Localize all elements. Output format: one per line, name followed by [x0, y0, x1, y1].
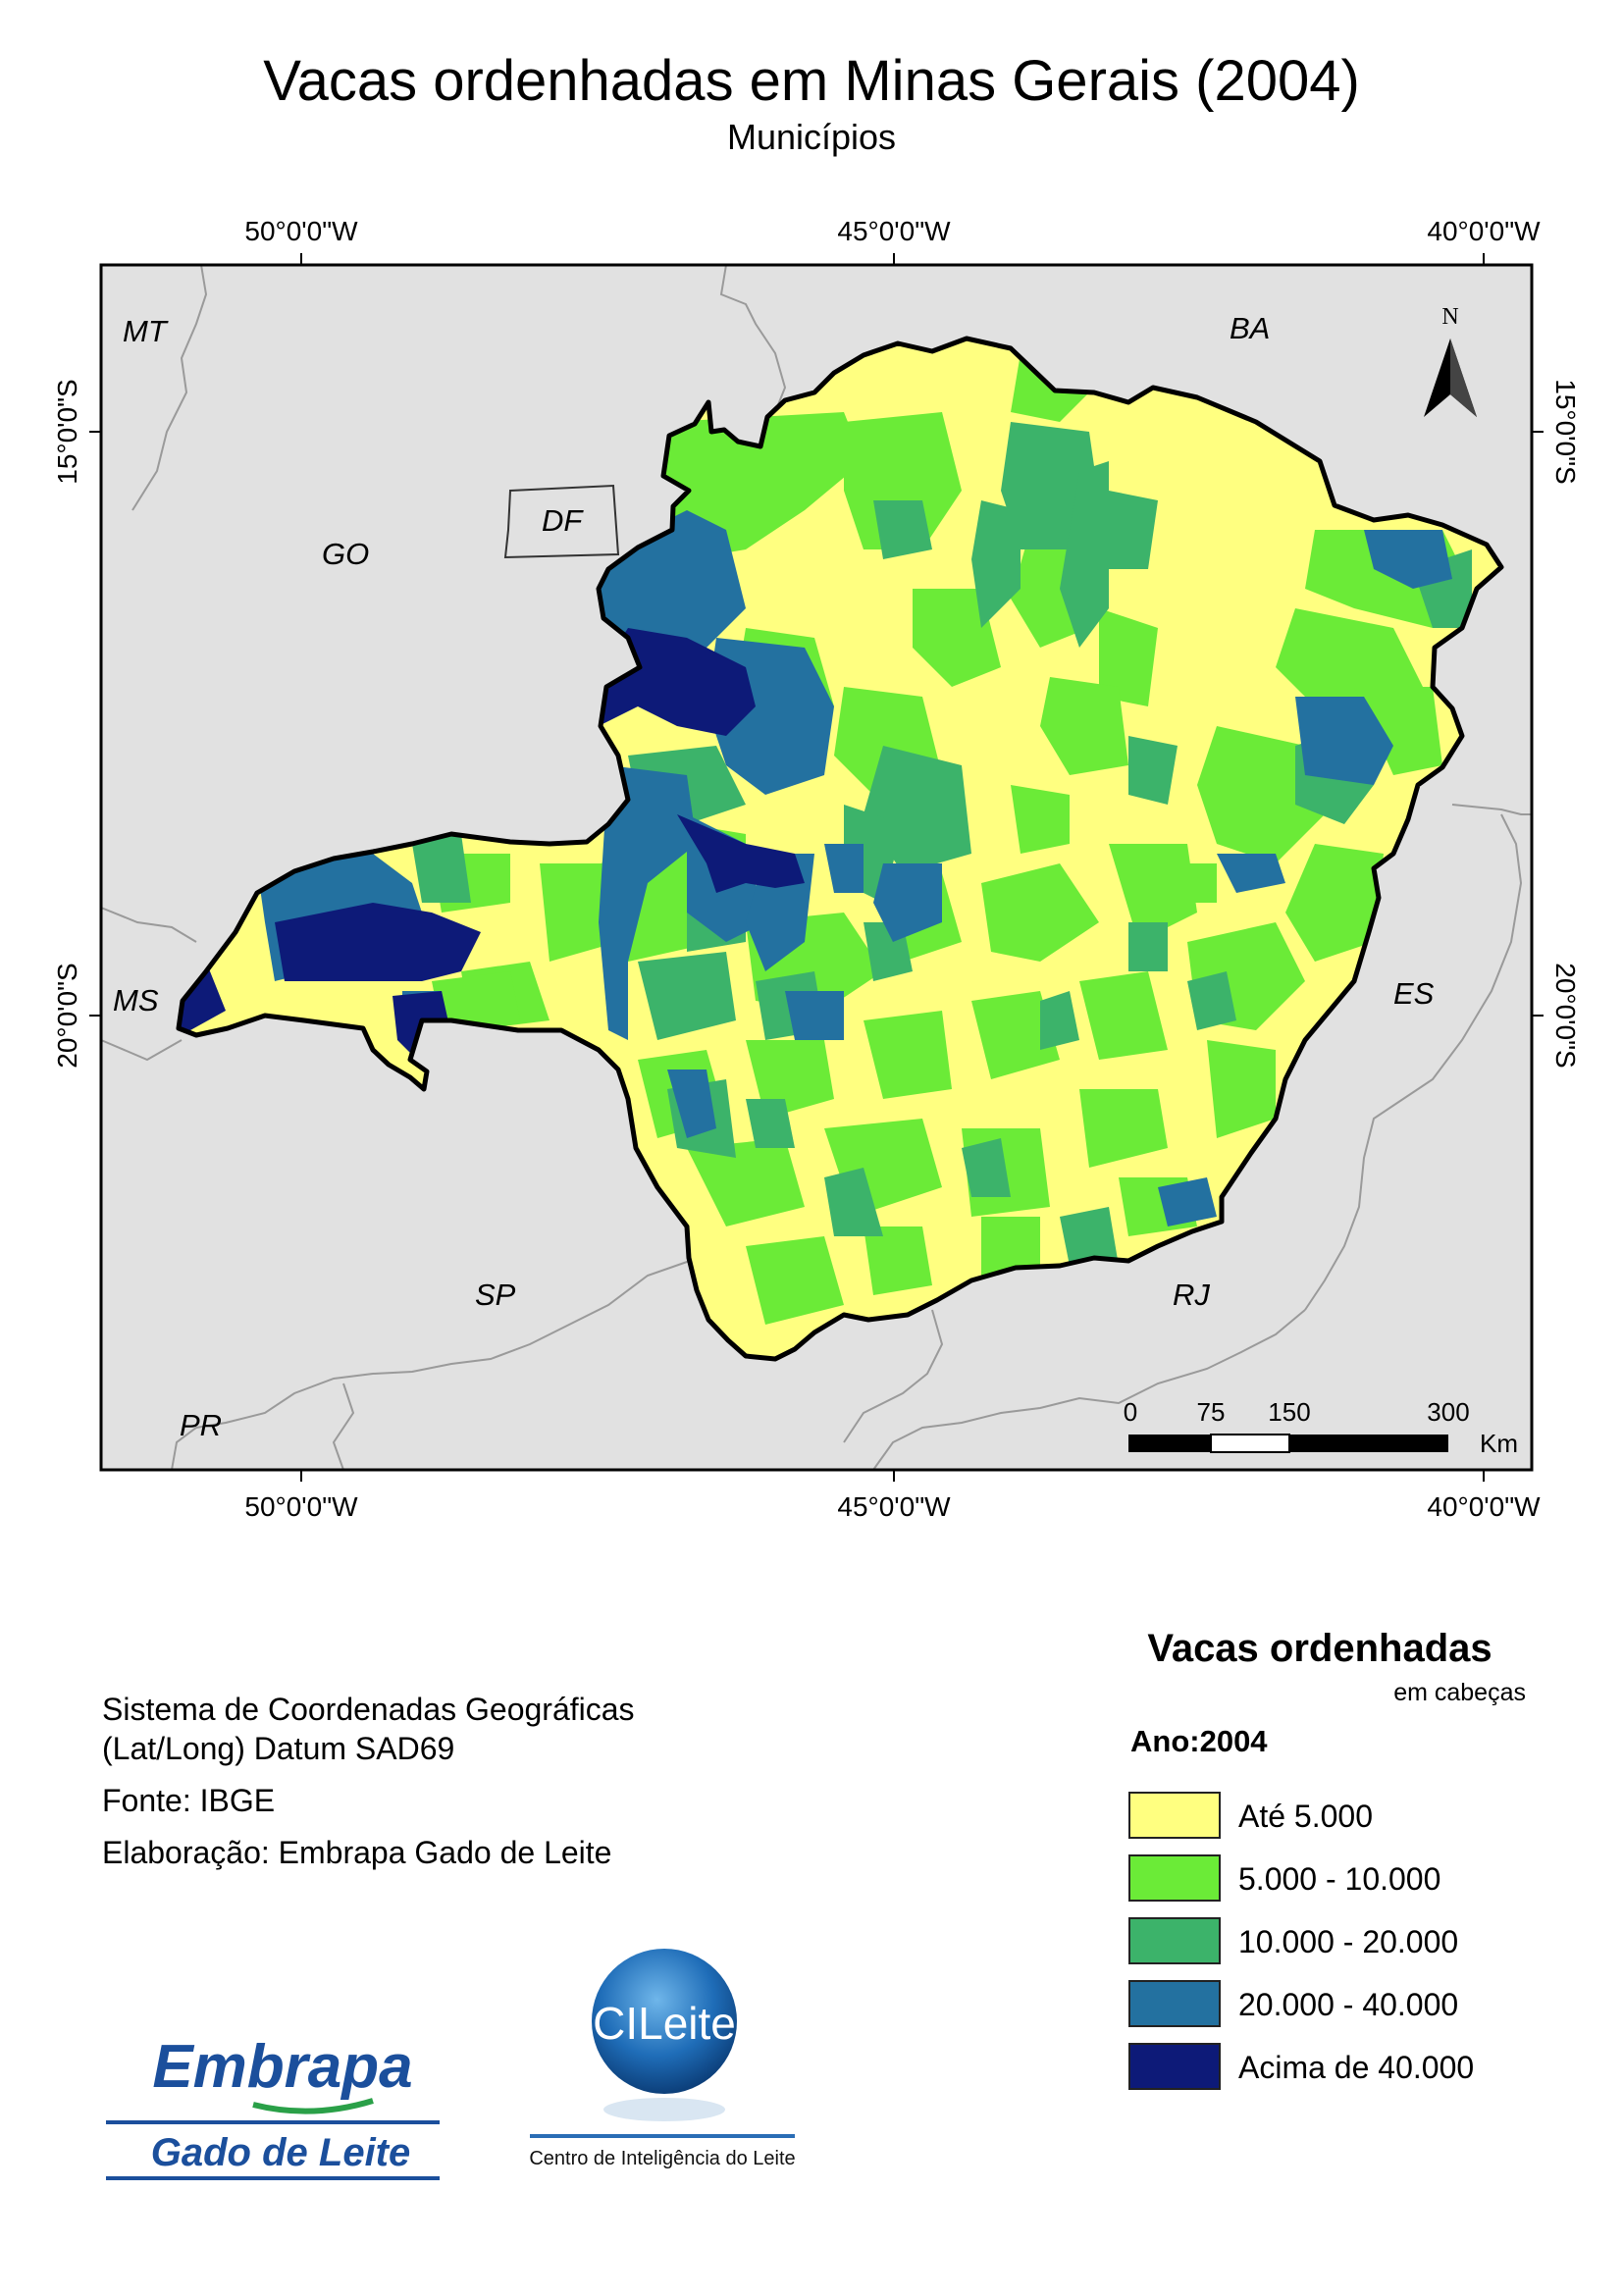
state-label-es: ES	[1393, 976, 1435, 1011]
state-label-rj: RJ	[1173, 1278, 1210, 1312]
legend-item: Acima de 40.000	[1128, 2043, 1541, 2094]
lat-label-left-15: 15°0'0"S	[52, 379, 82, 484]
cileite-logo: CILeite Centro de Inteligência do Leite	[530, 1949, 796, 2169]
legend-title: Vacas ordenhadas	[1147, 1627, 1492, 1670]
lon-label-top-45: 45°0'0"W	[837, 216, 951, 246]
legend-swatch	[1128, 2043, 1221, 2090]
legend-swatch	[1128, 1854, 1221, 1902]
credit-author: Elaboração: Embrapa Gado de Leite	[102, 1835, 612, 1870]
credit-coordinates-line2: (Lat/Long) Datum SAD69	[102, 1731, 455, 1766]
legend-swatch	[1128, 1792, 1221, 1839]
lon-label-bottom-45: 45°0'0"W	[837, 1491, 951, 1522]
legend-item: Até 5.000	[1128, 1792, 1541, 1843]
state-label-df: DF	[542, 503, 584, 538]
state-label-go: GO	[322, 537, 369, 571]
embrapa-logo-subtext: Gado de Leite	[151, 2131, 411, 2174]
scale-tick-150: 150	[1268, 1397, 1310, 1427]
legend-swatch	[1128, 1980, 1221, 2027]
lat-label-right-15: 15°0'0"S	[1550, 379, 1581, 484]
state-label-pr: PR	[180, 1408, 222, 1442]
credit-coordinates-line1: Sistema de Coordenadas Geográficas	[102, 1692, 635, 1727]
lon-label-top-50: 50°0'0"W	[244, 216, 358, 246]
embrapa-logo: Embrapa Gado de Leite	[106, 2016, 459, 2183]
legend-item: 20.000 - 40.000	[1128, 1980, 1541, 2031]
map-frame: 50°0'0"W 45°0'0"W 40°0'0"W 50°0'0"W 45°0…	[52, 216, 1581, 1522]
cileite-logo-text: CILeite	[593, 1998, 736, 2049]
legend-label: 10.000 - 20.000	[1238, 1924, 1459, 1959]
legend-label: Até 5.000	[1238, 1799, 1373, 1834]
legend-unit: em cabeças	[1393, 1679, 1526, 1706]
legend-swatch	[1128, 1917, 1221, 1964]
neighbor-state-borders	[100, 264, 1532, 1471]
scale-bar: 0 75 150 300 Km	[1124, 1397, 1518, 1458]
scale-tick-300: 300	[1427, 1397, 1469, 1427]
graticule-ticks	[89, 253, 1544, 1482]
lon-label-bottom-50: 50°0'0"W	[244, 1491, 358, 1522]
cileite-caption: Centro de Inteligência do Leite	[530, 2148, 796, 2169]
legend-year: Ano:2004	[1130, 1724, 1268, 1758]
map-border	[99, 263, 1534, 1472]
scale-tick-0: 0	[1124, 1397, 1137, 1427]
minas-gerais-outline	[176, 336, 1504, 1362]
north-arrow-label: N	[1441, 304, 1458, 330]
map-subtitle: Municípios	[726, 117, 897, 157]
scale-unit: Km	[1480, 1429, 1518, 1458]
legend-label: 20.000 - 40.000	[1238, 1987, 1459, 2022]
legend-label: Acima de 40.000	[1238, 2050, 1475, 2085]
legend-item: 10.000 - 20.000	[1128, 1917, 1541, 1968]
north-arrow: N	[1424, 304, 1477, 417]
state-label-ba: BA	[1230, 311, 1270, 345]
scale-tick-75: 75	[1197, 1397, 1226, 1427]
map-title: Vacas ordenhadas em Minas Gerais (2004)	[263, 49, 1360, 113]
state-label-sp: SP	[475, 1278, 516, 1312]
credit-source: Fonte: IBGE	[102, 1783, 276, 1818]
state-label-ms: MS	[113, 983, 159, 1018]
lat-label-right-20: 20°0'0"S	[1550, 963, 1581, 1068]
legend-label: 5.000 - 10.000	[1238, 1861, 1441, 1897]
lon-label-bottom-40: 40°0'0"W	[1427, 1491, 1541, 1522]
lat-label-left-20: 20°0'0"S	[52, 963, 82, 1068]
state-label-mt: MT	[123, 314, 169, 348]
legend-item: 5.000 - 10.000	[1128, 1854, 1541, 1905]
df-boundary	[503, 484, 620, 559]
lon-label-top-40: 40°0'0"W	[1427, 216, 1541, 246]
embrapa-logo-text: Embrapa	[152, 2033, 412, 2101]
